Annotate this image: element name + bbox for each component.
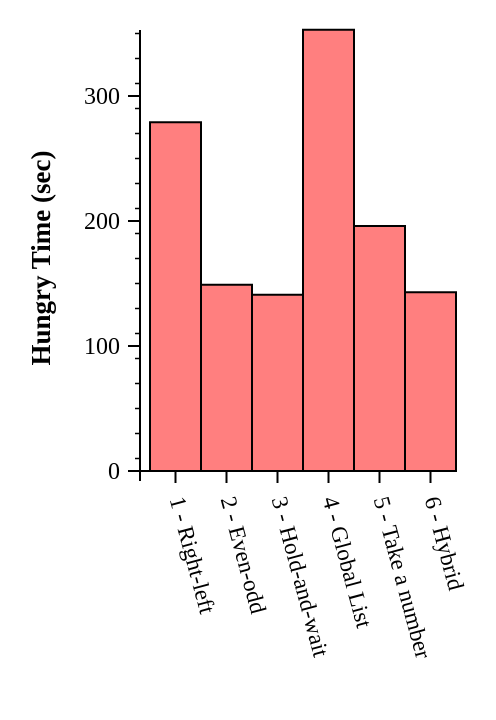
y-axis-title: Hungry Time (sec) xyxy=(26,151,56,366)
bar-5 xyxy=(353,225,406,472)
x-category-label: 6 - Hybrid xyxy=(420,494,469,594)
x-category-label: 4 - Global List xyxy=(318,494,377,631)
axes-group xyxy=(128,30,456,483)
bar-4 xyxy=(302,28,355,472)
y-tick-label: 0 xyxy=(108,459,120,485)
x-category-label: 2 - Even-odd xyxy=(216,494,271,617)
y-tick-label: 100 xyxy=(84,334,120,360)
bars-group xyxy=(149,28,457,472)
y-tick-label: 300 xyxy=(84,84,120,110)
y-tick-label: 200 xyxy=(84,209,120,235)
x-category-label: 1 - Right-left xyxy=(165,494,220,617)
bar-2 xyxy=(200,283,253,472)
bar-1 xyxy=(149,121,202,472)
bar-3 xyxy=(251,293,304,472)
bar-6 xyxy=(404,291,457,472)
